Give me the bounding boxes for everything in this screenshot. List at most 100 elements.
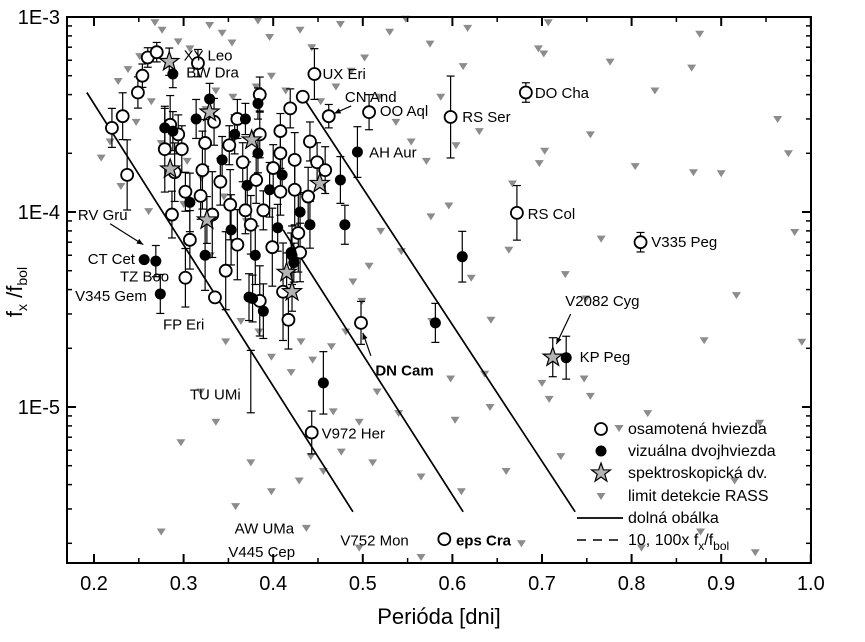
rass-triangle <box>331 83 341 91</box>
rass-triangle <box>485 404 495 411</box>
open-circle-marker <box>301 189 316 204</box>
open-circle-marker <box>191 56 205 71</box>
rass-triangle <box>326 343 336 351</box>
annotation-arrowhead <box>362 332 368 340</box>
open-circle-marker <box>182 232 197 247</box>
filled-circle-marker <box>184 196 196 208</box>
rass-triangle <box>585 392 595 400</box>
rass-triangle <box>385 28 395 36</box>
rass-triangle <box>328 408 338 416</box>
rass-triangle <box>294 477 304 485</box>
rass-triangle <box>372 388 382 396</box>
annotation-label: BW Dra <box>186 64 239 81</box>
rass-triangle <box>466 274 476 282</box>
rass-triangle <box>131 118 141 126</box>
rass-triangle <box>211 418 221 426</box>
open-circle-marker <box>273 146 288 161</box>
rass-triangle <box>436 93 446 101</box>
rass-triangle <box>696 528 706 536</box>
rass-triangle <box>253 17 263 25</box>
annotation-arrowhead <box>136 238 144 245</box>
rass-triangle <box>456 488 466 496</box>
filled-circle-marker <box>252 147 264 159</box>
annotation-label: RV Gru <box>78 207 128 224</box>
rass-triangle <box>451 142 461 150</box>
rass-triangle <box>306 453 316 461</box>
rass-triangle <box>354 544 364 552</box>
open-circle-marker <box>273 184 288 199</box>
open-circle-marker <box>198 136 213 150</box>
open-circle-marker <box>266 161 281 175</box>
open-circle-marker <box>443 110 458 124</box>
annotation-arrowhead <box>334 108 342 114</box>
rass-triangle <box>533 45 543 53</box>
open-circle-marker <box>318 163 333 178</box>
x-tick-label: 0.3 <box>170 573 198 595</box>
filled-circle-marker <box>595 445 607 457</box>
gray-star-marker <box>589 461 613 483</box>
rass-triangle <box>534 160 544 168</box>
open-circle-marker <box>149 45 164 60</box>
rass-triangle <box>516 540 526 548</box>
rass-triangle <box>307 44 317 52</box>
annotation-label: V2082 Cyg <box>565 293 639 310</box>
rass-triangle <box>716 170 726 178</box>
rass-triangle <box>176 439 186 447</box>
open-circle-marker <box>321 109 336 124</box>
rass-triangle <box>537 379 547 387</box>
rass-triangle <box>596 235 606 243</box>
open-circle-marker <box>243 217 258 232</box>
open-circle-marker <box>178 184 193 199</box>
rass-triangle <box>144 208 154 216</box>
rass-triangle <box>416 473 426 481</box>
gray-star-marker <box>195 208 219 230</box>
open-circle-marker <box>273 124 288 138</box>
annotation-label: KP Peg <box>580 349 631 366</box>
rass-triangle <box>246 459 256 467</box>
filled-circle-marker <box>150 255 162 267</box>
filled-circle-marker <box>252 98 264 110</box>
open-circle-marker <box>213 174 228 189</box>
rass-triangle <box>486 316 496 324</box>
rass-triangle <box>581 295 591 303</box>
filled-circle-marker <box>294 206 306 218</box>
rass-triangle <box>687 64 697 72</box>
rass-triangle <box>296 338 306 346</box>
rass-triangle <box>266 353 276 361</box>
y-tick-label: 1E-4 <box>18 202 60 224</box>
filled-circle-marker <box>247 293 259 305</box>
annotation-label: V445 Cep <box>228 544 295 561</box>
rass-triangle <box>391 118 401 126</box>
annotation-label: DO Cha <box>535 85 590 102</box>
legend-label: 10, 100x fx/fbol <box>628 532 729 553</box>
gray-star-marker <box>198 100 221 122</box>
open-circle-marker <box>295 89 310 104</box>
rass-triangle <box>630 163 640 171</box>
open-circle-marker <box>235 155 250 170</box>
y-axis-title: fx /fbol <box>2 267 30 317</box>
gray-star-marker <box>308 171 332 194</box>
legend-label: dolná obálka <box>628 510 719 527</box>
rass-triangle <box>221 338 231 346</box>
rass-triangle <box>416 554 426 562</box>
rass-triangle <box>360 54 370 62</box>
rass-triangle <box>316 98 326 106</box>
open-circle-marker <box>105 120 119 135</box>
open-circle-marker <box>249 173 264 187</box>
open-circle-marker <box>223 197 238 212</box>
open-circle-marker <box>437 532 452 547</box>
rass-triangle <box>182 157 192 165</box>
open-circle-marker <box>135 68 150 83</box>
open-circle-marker <box>265 240 280 255</box>
open-circle-marker <box>310 155 325 170</box>
data-point-layer <box>105 45 648 547</box>
open-circle-marker <box>307 67 322 81</box>
open-circle-marker <box>115 109 130 124</box>
annotation-label: DN Cam <box>375 363 433 380</box>
rass-triangle <box>266 488 276 496</box>
legend: osamotená hviezda vizuálna dvojhviezda spe… <box>577 421 776 553</box>
rass-triangle <box>374 93 384 101</box>
rass-triangle <box>797 338 807 346</box>
